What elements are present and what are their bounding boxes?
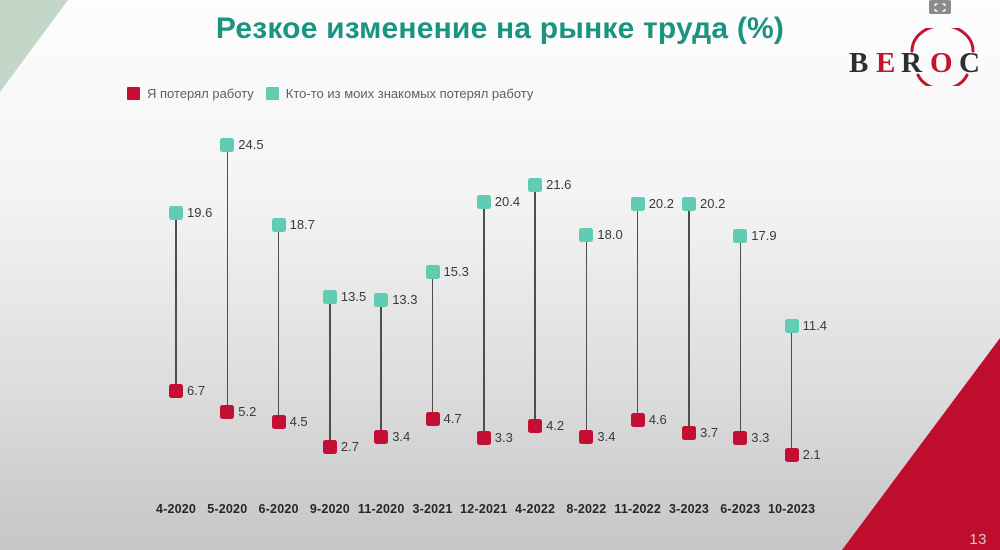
- value-label: 13.3: [392, 291, 418, 307]
- connector-line: [277, 225, 280, 422]
- marker-lost-job: [271, 414, 286, 429]
- svg-text:B E R: B E R O C: [849, 47, 980, 79]
- x-axis-label: 8-2022: [566, 502, 607, 516]
- value-label: 5.2: [238, 404, 257, 420]
- value-label: 4.6: [648, 412, 667, 428]
- value-label: 21.6: [546, 177, 572, 193]
- logo-letter: R: [901, 47, 923, 79]
- legend-item-1: Кто-то из моих знакомых потерял работу: [265, 86, 534, 101]
- marker-acquaintance-lost-job: [630, 197, 645, 212]
- logo-letter: E: [876, 47, 895, 79]
- logo-letter: C: [959, 47, 980, 79]
- marker-acquaintance-lost-job: [271, 218, 286, 233]
- value-label: 4.5: [289, 413, 308, 429]
- connector-line: [483, 201, 485, 439]
- marker-lost-job: [579, 429, 594, 444]
- value-label: 3.4: [597, 428, 616, 444]
- x-axis-label: 3-2021: [412, 502, 453, 516]
- marker-acquaintance-lost-job: [169, 205, 183, 220]
- value-label: 3.3: [751, 430, 770, 446]
- marker-acquaintance-lost-job: [476, 194, 491, 209]
- marker-acquaintance-lost-job: [425, 265, 440, 280]
- marker-lost-job: [374, 429, 389, 444]
- marker-lost-job: [630, 413, 645, 428]
- legend-label: Кто-то из моих знакомых потерял работу: [285, 86, 534, 101]
- value-label: 6.7: [187, 383, 206, 399]
- value-label: 18.7: [289, 217, 315, 233]
- marker-lost-job: [425, 411, 440, 426]
- marker-acquaintance-lost-job: [322, 290, 337, 305]
- value-label: 13.5: [340, 289, 367, 305]
- page-title: Резкое изменение на рынке труда (%): [215, 12, 785, 45]
- legend-swatch-icon: [265, 87, 279, 100]
- marker-lost-job: [220, 405, 235, 420]
- marker-acquaintance-lost-job: [733, 229, 748, 244]
- marker-lost-job: [784, 447, 799, 462]
- x-axis-label: 11-2022: [614, 502, 661, 516]
- connector-line: [534, 185, 536, 426]
- value-label: 2.7: [340, 438, 359, 454]
- connector-line: [688, 204, 690, 433]
- marker-lost-job: [322, 439, 337, 454]
- logo-letter: O: [930, 47, 953, 79]
- connector-line: [790, 326, 793, 455]
- legend-item-0: Я потерял работу: [127, 86, 254, 101]
- marker-acquaintance-lost-job: [220, 137, 235, 152]
- connector-line: [380, 299, 382, 437]
- marker-acquaintance-lost-job: [528, 178, 543, 193]
- marker-acquaintance-lost-job: [784, 319, 799, 334]
- marker-lost-job: [476, 431, 491, 446]
- marker-acquaintance-lost-job: [682, 197, 696, 212]
- value-label: 18.0: [597, 226, 623, 242]
- legend-swatch-icon: [127, 87, 140, 100]
- legend-label: Я потерял работу: [147, 86, 254, 101]
- connector-line: [431, 272, 434, 419]
- value-label: 15.3: [443, 264, 469, 280]
- expand-icon: [934, 3, 946, 11]
- x-axis-label: 12-2021: [460, 502, 508, 516]
- value-label: 20.2: [700, 196, 726, 212]
- value-label: 4.7: [443, 410, 462, 426]
- x-axis-label: 9-2020: [309, 502, 350, 516]
- logo-letter: B: [849, 47, 868, 79]
- connector-line: [585, 234, 588, 437]
- marker-lost-job: [169, 384, 183, 399]
- x-axis-label: 3-2023: [668, 502, 710, 516]
- x-axis-label: 6-2020: [258, 502, 299, 516]
- connector-line: [636, 204, 639, 421]
- marker-acquaintance-lost-job: [374, 292, 389, 307]
- connector-line: [739, 236, 742, 439]
- connector-line: [175, 212, 177, 392]
- marker-lost-job: [682, 425, 696, 440]
- marker-lost-job: [528, 418, 543, 433]
- x-axis-label: 10-2023: [767, 502, 816, 516]
- value-label: 19.6: [187, 204, 213, 220]
- value-label: 20.2: [648, 196, 674, 212]
- value-label: 3.4: [392, 428, 411, 444]
- connector-line: [329, 297, 331, 447]
- marker-acquaintance-lost-job: [579, 227, 594, 242]
- value-label: 17.9: [751, 228, 777, 244]
- chart-legend: Я потерял работу Кто-то из моих знакомых …: [127, 86, 533, 101]
- value-label: 20.4: [494, 193, 521, 209]
- expand-button[interactable]: [929, 0, 951, 14]
- value-label: 3.3: [494, 430, 513, 446]
- connector-line: [226, 144, 229, 413]
- x-axis-label: 6-2023: [720, 502, 761, 516]
- page-number: 13: [969, 531, 987, 548]
- value-label: 2.1: [802, 446, 821, 462]
- x-axis-label: 11-2020: [357, 502, 405, 516]
- value-label: 3.7: [700, 424, 719, 440]
- value-label: 11.4: [802, 318, 827, 334]
- x-axis-label: 5-2020: [207, 502, 248, 516]
- x-axis-label: 4-2022: [515, 502, 556, 516]
- value-label: 24.5: [238, 136, 264, 152]
- x-axis-label: 4-2020: [155, 502, 197, 516]
- value-label: 4.2: [546, 417, 565, 433]
- marker-lost-job: [733, 431, 748, 446]
